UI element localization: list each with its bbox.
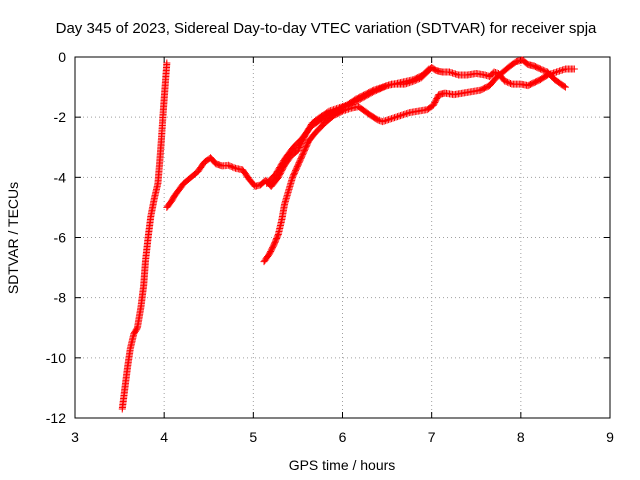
data-point [536, 65, 544, 73]
data-point [392, 113, 400, 121]
data-point [558, 66, 566, 74]
data-point [504, 78, 512, 86]
data-point [379, 118, 387, 126]
data-point [446, 68, 453, 76]
data-point [380, 117, 388, 125]
data-point [163, 59, 171, 67]
data-point [553, 68, 560, 76]
data-point [227, 163, 235, 171]
data-point [399, 111, 407, 119]
data-point [386, 115, 394, 123]
data-point [447, 69, 455, 77]
x-axis-label: GPS time / hours [289, 457, 396, 473]
data-point [401, 110, 409, 118]
data-point [501, 77, 509, 85]
data-point [505, 79, 513, 87]
x-axis-ticks: 3 4 5 6 7 8 9 [71, 57, 614, 445]
data-series-spja [118, 56, 578, 413]
data-point [398, 111, 406, 119]
data-point [561, 83, 569, 91]
y-tick-label: -6 [54, 230, 67, 246]
data-point [229, 163, 237, 171]
data-point [502, 78, 510, 86]
data-point [551, 69, 559, 77]
data-point [570, 65, 578, 73]
data-point [539, 66, 547, 74]
x-tick-label: 5 [249, 429, 257, 445]
data-point [389, 114, 397, 122]
y-tick-label: -10 [46, 350, 66, 366]
grid-lines [75, 57, 610, 418]
chart-title: Day 345 of 2023, Sidereal Day-to-day VTE… [56, 20, 597, 37]
data-point [453, 71, 461, 79]
data-point [385, 116, 393, 124]
y-tick-label: -4 [54, 169, 67, 185]
data-point [402, 110, 410, 118]
x-tick-label: 3 [71, 429, 79, 445]
data-point [448, 69, 456, 77]
data-point [541, 67, 549, 75]
data-point [226, 162, 234, 170]
data-point [383, 116, 391, 124]
data-point [490, 68, 498, 76]
data-point [555, 67, 563, 75]
data-point [230, 164, 238, 172]
data-point [393, 113, 401, 121]
data-point [376, 117, 384, 125]
data-point [374, 116, 382, 124]
data-point [424, 66, 432, 74]
data-point [391, 114, 399, 122]
y-axis-ticks: 0 -2 -4 -6 -8 -10 -12 [46, 49, 610, 426]
data-point [506, 79, 514, 87]
y-tick-label: 0 [58, 49, 66, 65]
data-point [425, 65, 433, 73]
data-point [224, 161, 232, 169]
y-tick-label: -2 [54, 109, 67, 125]
data-point [557, 67, 565, 75]
data-point [538, 66, 546, 74]
data-point [388, 115, 396, 123]
data-point [560, 82, 568, 90]
data-point [404, 109, 412, 117]
data-point [382, 117, 390, 125]
x-tick-label: 6 [339, 429, 347, 445]
data-point [554, 68, 562, 76]
x-tick-label: 8 [517, 429, 525, 445]
y-tick-label: -12 [46, 410, 66, 426]
data-point [395, 112, 403, 120]
y-axis-label: SDTVAR / TECUs [5, 182, 21, 294]
data-point [396, 112, 404, 120]
data-point [560, 66, 568, 74]
x-tick-label: 9 [606, 429, 614, 445]
data-point [450, 70, 458, 78]
y-tick-label: -8 [54, 290, 67, 306]
x-tick-label: 4 [160, 429, 168, 445]
x-tick-label: 7 [428, 429, 436, 445]
data-point [451, 70, 459, 78]
